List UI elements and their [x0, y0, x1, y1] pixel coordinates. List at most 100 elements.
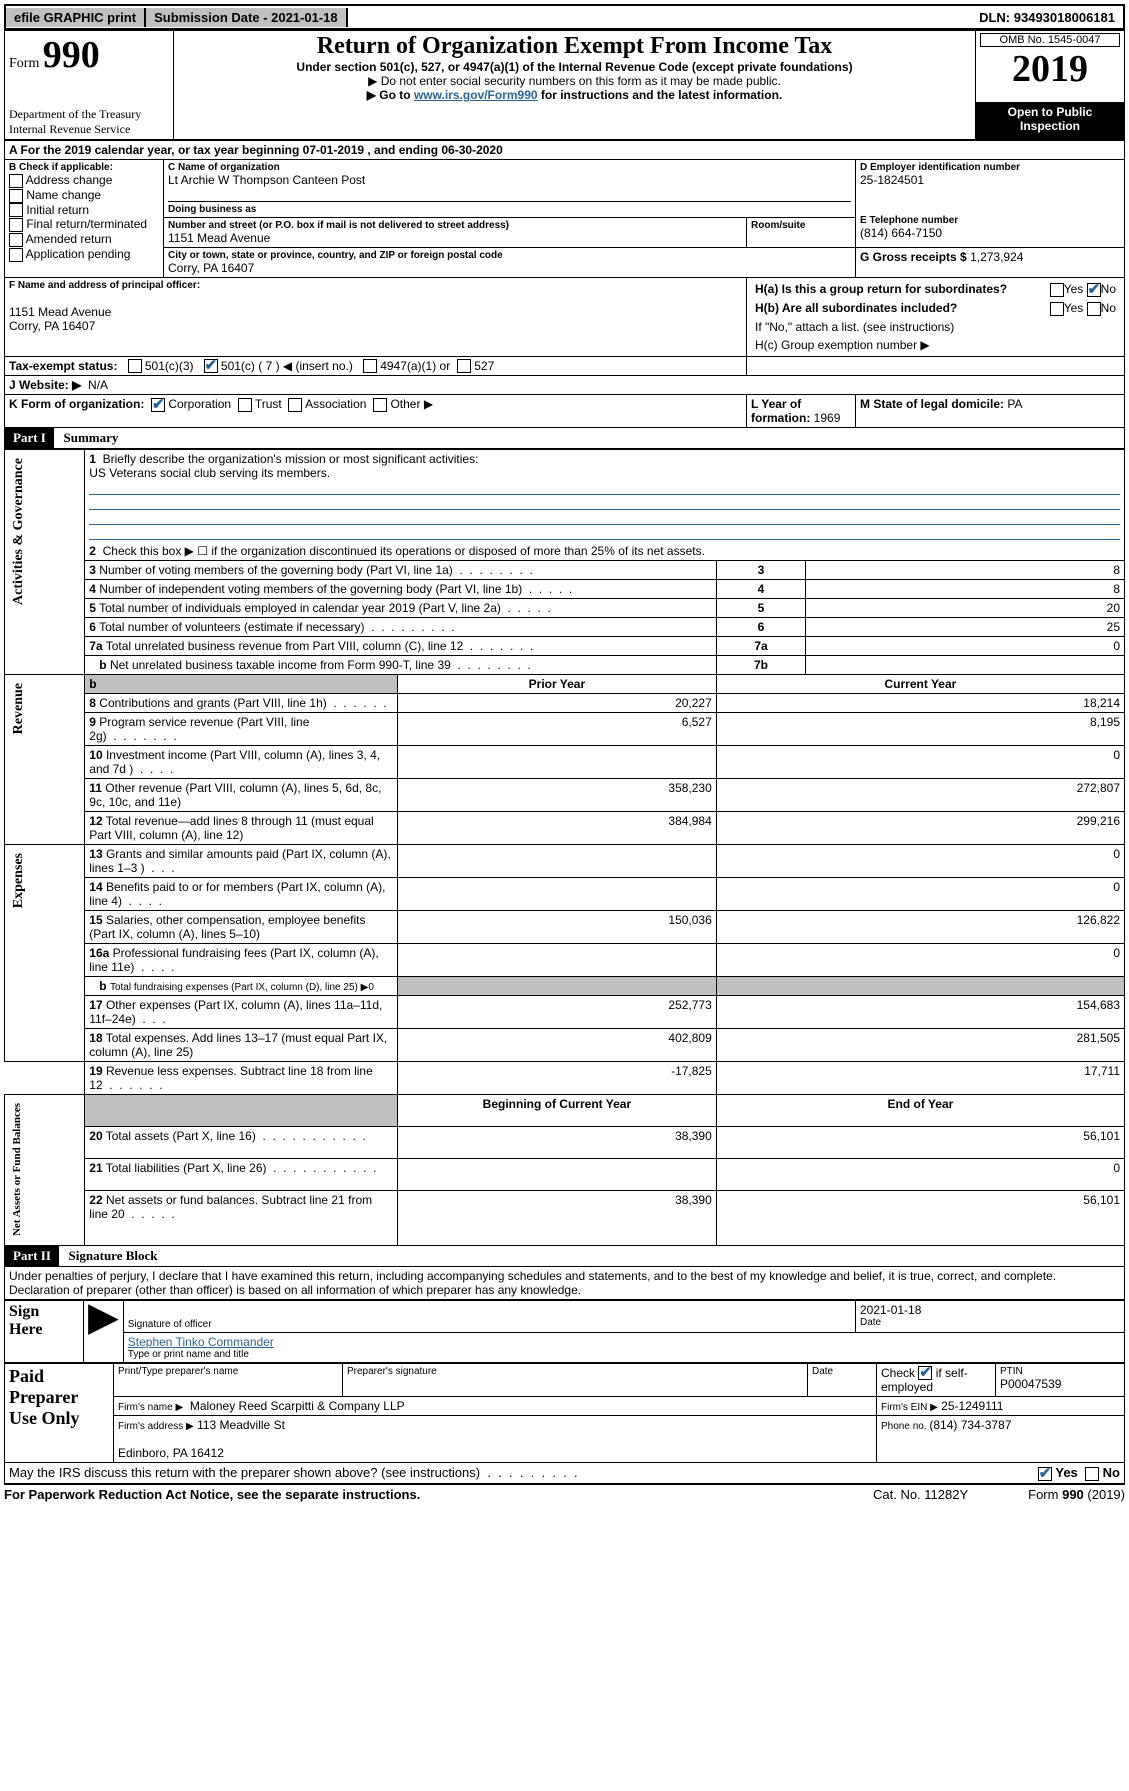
mission-text: US Veterans social club serving its memb… — [89, 466, 330, 480]
table-row: 15 Salaries, other compensation, employe… — [5, 911, 1125, 944]
section-a-m: A For the 2019 calendar year, or tax yea… — [4, 140, 1125, 428]
firm-phone: (814) 734-3787 — [929, 1418, 1011, 1432]
form-footer: Form 990 (2019) — [1028, 1487, 1125, 1502]
g-label: G Gross receipts $ — [860, 250, 970, 264]
table-row: 16a Professional fundraising fees (Part … — [5, 944, 1125, 977]
line-a: A For the 2019 calendar year, or tax yea… — [5, 141, 1125, 160]
cat-no: Cat. No. 11282Y — [873, 1487, 968, 1502]
hc-label: H(c) Group exemption number ▶ — [751, 336, 1120, 354]
submission-block: Submission Date - 2021-01-18 — [146, 8, 348, 27]
instr-note2: ▶ Go to www.irs.gov/Form990 for instruct… — [178, 88, 971, 102]
l-label: L Year of formation: — [751, 397, 814, 425]
k-other-checkbox[interactable] — [373, 398, 387, 412]
prep-date-label: Date — [812, 1366, 872, 1377]
firm-phone-label: Phone no. — [881, 1421, 929, 1432]
year-formation: 1969 — [814, 411, 841, 425]
i-4947-checkbox[interactable] — [363, 359, 377, 373]
ha-no-checkbox[interactable] — [1087, 283, 1101, 297]
form-prefix: Form — [9, 56, 39, 71]
omb-number: OMB No. 1545-0047 — [980, 33, 1120, 47]
firm-ein-label: Firm's EIN ▶ — [881, 1402, 938, 1413]
sig-date: 2021-01-18 — [860, 1303, 1120, 1317]
i-527-checkbox[interactable] — [457, 359, 471, 373]
i-501c-checkbox[interactable] — [204, 359, 218, 373]
table-row: 11 Other revenue (Part VIII, column (A),… — [5, 779, 1125, 812]
discuss-text: May the IRS discuss this return with the… — [9, 1465, 480, 1481]
b-final-return[interactable]: Final return/terminated — [9, 217, 159, 232]
table-row: 17 Other expenses (Part IX, column (A), … — [5, 996, 1125, 1029]
form-header: Form 990 Department of the Treasury Inte… — [4, 30, 1125, 140]
table-row: 3 Number of voting members of the govern… — [5, 561, 1125, 580]
b-name-change[interactable]: Name change — [9, 188, 159, 203]
k-assoc-checkbox[interactable] — [288, 398, 302, 412]
k-label: K Form of organization: — [9, 397, 144, 411]
prior-year-header: Prior Year — [398, 675, 717, 694]
discuss-no-checkbox[interactable] — [1085, 1467, 1099, 1481]
j-label: J Website: ▶ — [9, 378, 81, 392]
i-501c3-checkbox[interactable] — [128, 359, 142, 373]
street-address: 1151 Mead Avenue — [168, 231, 742, 245]
table-row: 18 Total expenses. Add lines 13–17 (must… — [5, 1029, 1125, 1062]
instr-note1: ▶ Do not enter social security numbers o… — [178, 74, 971, 88]
gross-receipts: 1,273,924 — [970, 250, 1023, 264]
addr-label: Number and street (or P.O. box if mail i… — [168, 220, 742, 231]
table-row: 22 Net assets or fund balances. Subtract… — [5, 1190, 1125, 1245]
b-amended[interactable]: Amended return — [9, 232, 159, 247]
name-title-label: Type or print name and title — [128, 1349, 1120, 1360]
sign-here-label: Sign Here — [5, 1300, 84, 1362]
org-name: Lt Archie W Thompson Canteen Post — [168, 173, 851, 187]
hb-no-checkbox[interactable] — [1087, 302, 1101, 316]
domicile: PA — [1007, 397, 1022, 411]
signature-block: Sign Here ▶ Signature of officer 2021-01… — [4, 1300, 1125, 1363]
b-app-pending[interactable]: Application pending — [9, 247, 159, 262]
dln-label: DLN: — [979, 10, 1014, 25]
form-subtitle: Under section 501(c), 527, or 4947(a)(1)… — [178, 60, 971, 74]
k-trust-checkbox[interactable] — [238, 398, 252, 412]
room-label: Room/suite — [751, 220, 851, 231]
side-gov: Activities & Governance — [9, 452, 29, 611]
dba-label: Doing business as — [168, 201, 851, 215]
b-initial-return[interactable]: Initial return — [9, 203, 159, 218]
f-label: F Name and address of principal officer: — [9, 280, 742, 291]
dln-block: DLN: 93493018006181 — [971, 8, 1123, 27]
officer-name-link[interactable]: Stephen Tinko Commander — [128, 1335, 274, 1349]
efile-label[interactable]: efile GRAPHIC print — [6, 8, 146, 27]
firm-addr-label: Firm's address ▶ — [118, 1421, 194, 1432]
begin-year-header: Beginning of Current Year — [398, 1095, 717, 1127]
part-i-title: Summary — [57, 430, 118, 445]
paperwork-notice: For Paperwork Reduction Act Notice, see … — [4, 1487, 420, 1502]
table-row: 14 Benefits paid to or for members (Part… — [5, 878, 1125, 911]
d-label: D Employer identification number — [860, 162, 1120, 173]
table-row: 6 Total number of volunteers (estimate i… — [5, 618, 1125, 637]
line1-label: Briefly describe the organization's miss… — [103, 452, 479, 466]
instructions-link[interactable]: www.irs.gov/Form990 — [414, 88, 538, 102]
firm-ein: 25-1249111 — [941, 1399, 1003, 1413]
part-ii-header: Part II — [5, 1246, 59, 1266]
ptin-label: PTIN — [1000, 1366, 1120, 1377]
b-address-change[interactable]: Address change — [9, 173, 159, 188]
ha-label: H(a) Is this a group return for subordin… — [755, 282, 1007, 296]
city-label: City or town, state or province, country… — [168, 250, 851, 261]
part-ii-title: Signature Block — [63, 1248, 158, 1263]
ptin: P00047539 — [1000, 1377, 1120, 1391]
hb-yes-checkbox[interactable] — [1050, 302, 1064, 316]
paid-preparer-block: Paid Preparer Use Only Print/Type prepar… — [4, 1363, 1125, 1464]
table-row: 8 Contributions and grants (Part VIII, l… — [5, 694, 1125, 713]
tax-year: 2019 — [980, 47, 1120, 91]
ein: 25-1824501 — [860, 173, 1120, 187]
paid-preparer-label: Paid Preparer Use Only — [5, 1363, 114, 1463]
table-row: 7a Total unrelated business revenue from… — [5, 637, 1125, 656]
table-row: 5 Total number of individuals employed i… — [5, 599, 1125, 618]
discuss-yes-checkbox[interactable] — [1038, 1467, 1052, 1481]
firm-name: Maloney Reed Scarpitti & Company LLP — [190, 1399, 405, 1413]
firm-name-label: Firm's name ▶ — [118, 1402, 183, 1413]
table-row: 19 Revenue less expenses. Subtract line … — [5, 1062, 1125, 1095]
current-year-header: Current Year — [716, 675, 1124, 694]
ha-yes-checkbox[interactable] — [1050, 283, 1064, 297]
table-row: b Total fundraising expenses (Part IX, c… — [5, 977, 1125, 996]
line2: Check this box ▶ ☐ if the organization d… — [103, 544, 705, 558]
self-employed-checkbox[interactable] — [918, 1366, 932, 1380]
k-corp-checkbox[interactable] — [151, 398, 165, 412]
line-b-label: b — [89, 677, 96, 691]
prep-sig-label: Preparer's signature — [347, 1366, 803, 1377]
